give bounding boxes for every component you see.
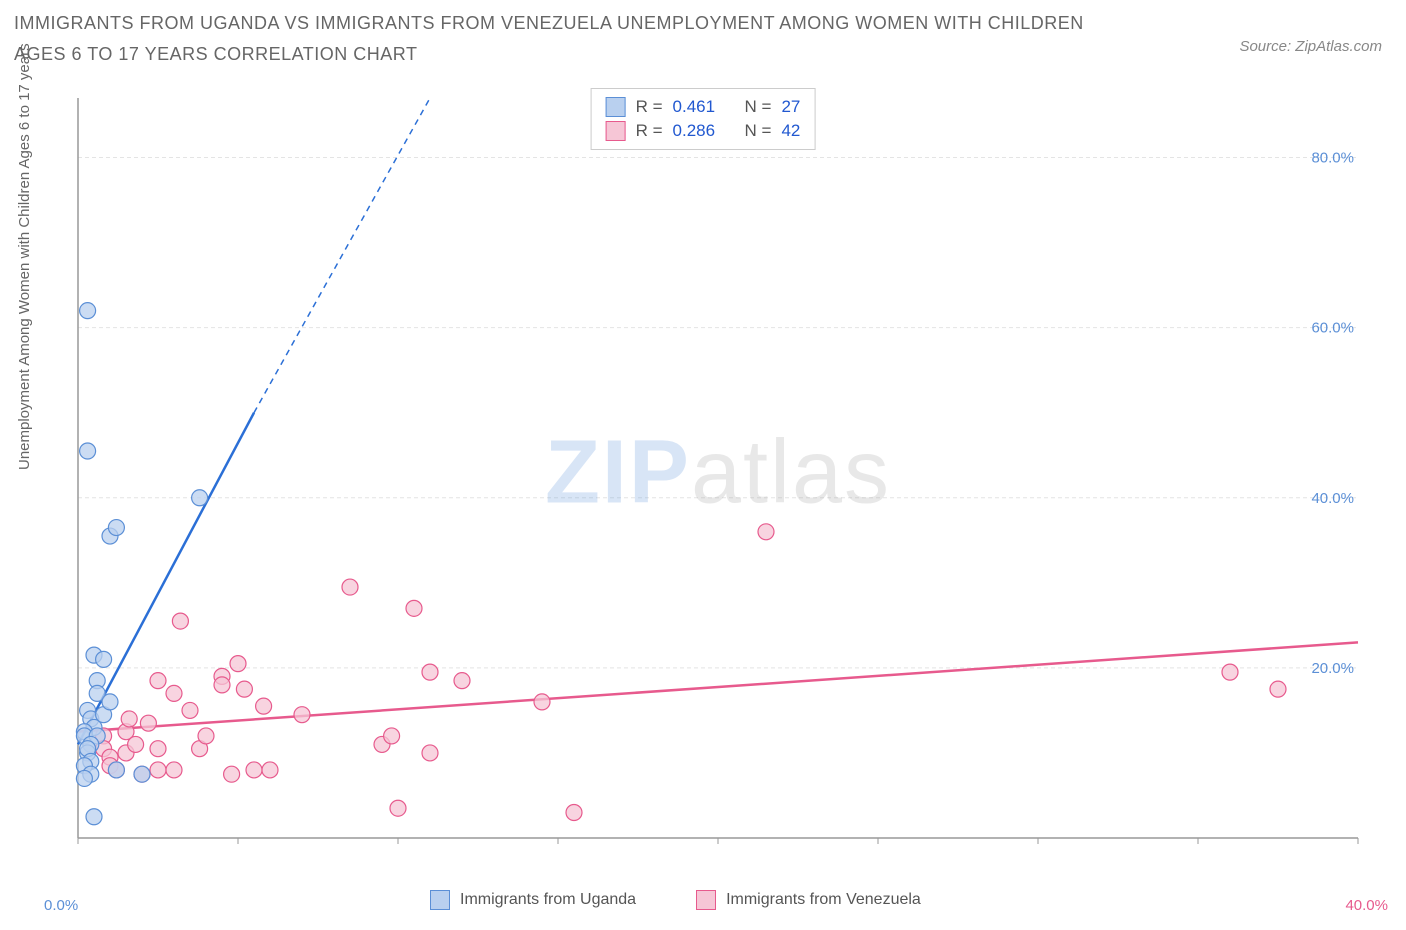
r-label: R = (636, 97, 663, 117)
legend-label-uganda: Immigrants from Uganda (460, 891, 636, 909)
scatter-plot-svg: 20.0% 40.0% 60.0% 80.0% (58, 88, 1378, 858)
legend-swatch-venezuela (696, 890, 716, 910)
n-value-uganda: 27 (781, 97, 800, 117)
chart-area: ZIPatlas 20.0%40.0%60.0%80.0% (58, 88, 1378, 858)
svg-text:40.0%: 40.0% (1311, 490, 1354, 507)
legend-swatch-uganda (430, 890, 450, 910)
y-axis-label: Unemployment Among Women with Children A… (16, 43, 33, 470)
r-value-venezuela: 0.286 (673, 121, 716, 141)
n-label: N = (745, 121, 772, 141)
r-value-uganda: 0.461 (673, 97, 716, 117)
stat-row-uganda: R = 0.461 N = 27 (606, 95, 801, 119)
source-attribution: Source: ZipAtlas.com (1239, 38, 1382, 55)
svg-text:20.0%: 20.0% (1311, 660, 1354, 677)
swatch-uganda (606, 97, 626, 117)
correlation-stats-box: R = 0.461 N = 27 R = 0.286 N = 42 (591, 88, 816, 150)
n-label: N = (745, 97, 772, 117)
swatch-venezuela (606, 121, 626, 141)
chart-title: IMMIGRANTS FROM UGANDA VS IMMIGRANTS FRO… (14, 8, 1106, 69)
r-label: R = (636, 121, 663, 141)
legend-label-venezuela: Immigrants from Venezuela (726, 891, 921, 909)
svg-text:80.0%: 80.0% (1311, 150, 1354, 167)
svg-text:60.0%: 60.0% (1311, 320, 1354, 337)
stat-row-venezuela: R = 0.286 N = 42 (606, 119, 801, 143)
bottom-legend: Immigrants from Uganda Immigrants from V… (430, 890, 921, 910)
n-value-venezuela: 42 (781, 121, 800, 141)
legend-item-venezuela: Immigrants from Venezuela (696, 890, 921, 910)
legend-item-uganda: Immigrants from Uganda (430, 890, 636, 910)
x-axis-end-label: 40.0% (1345, 897, 1388, 914)
x-axis-origin-label: 0.0% (44, 897, 78, 914)
